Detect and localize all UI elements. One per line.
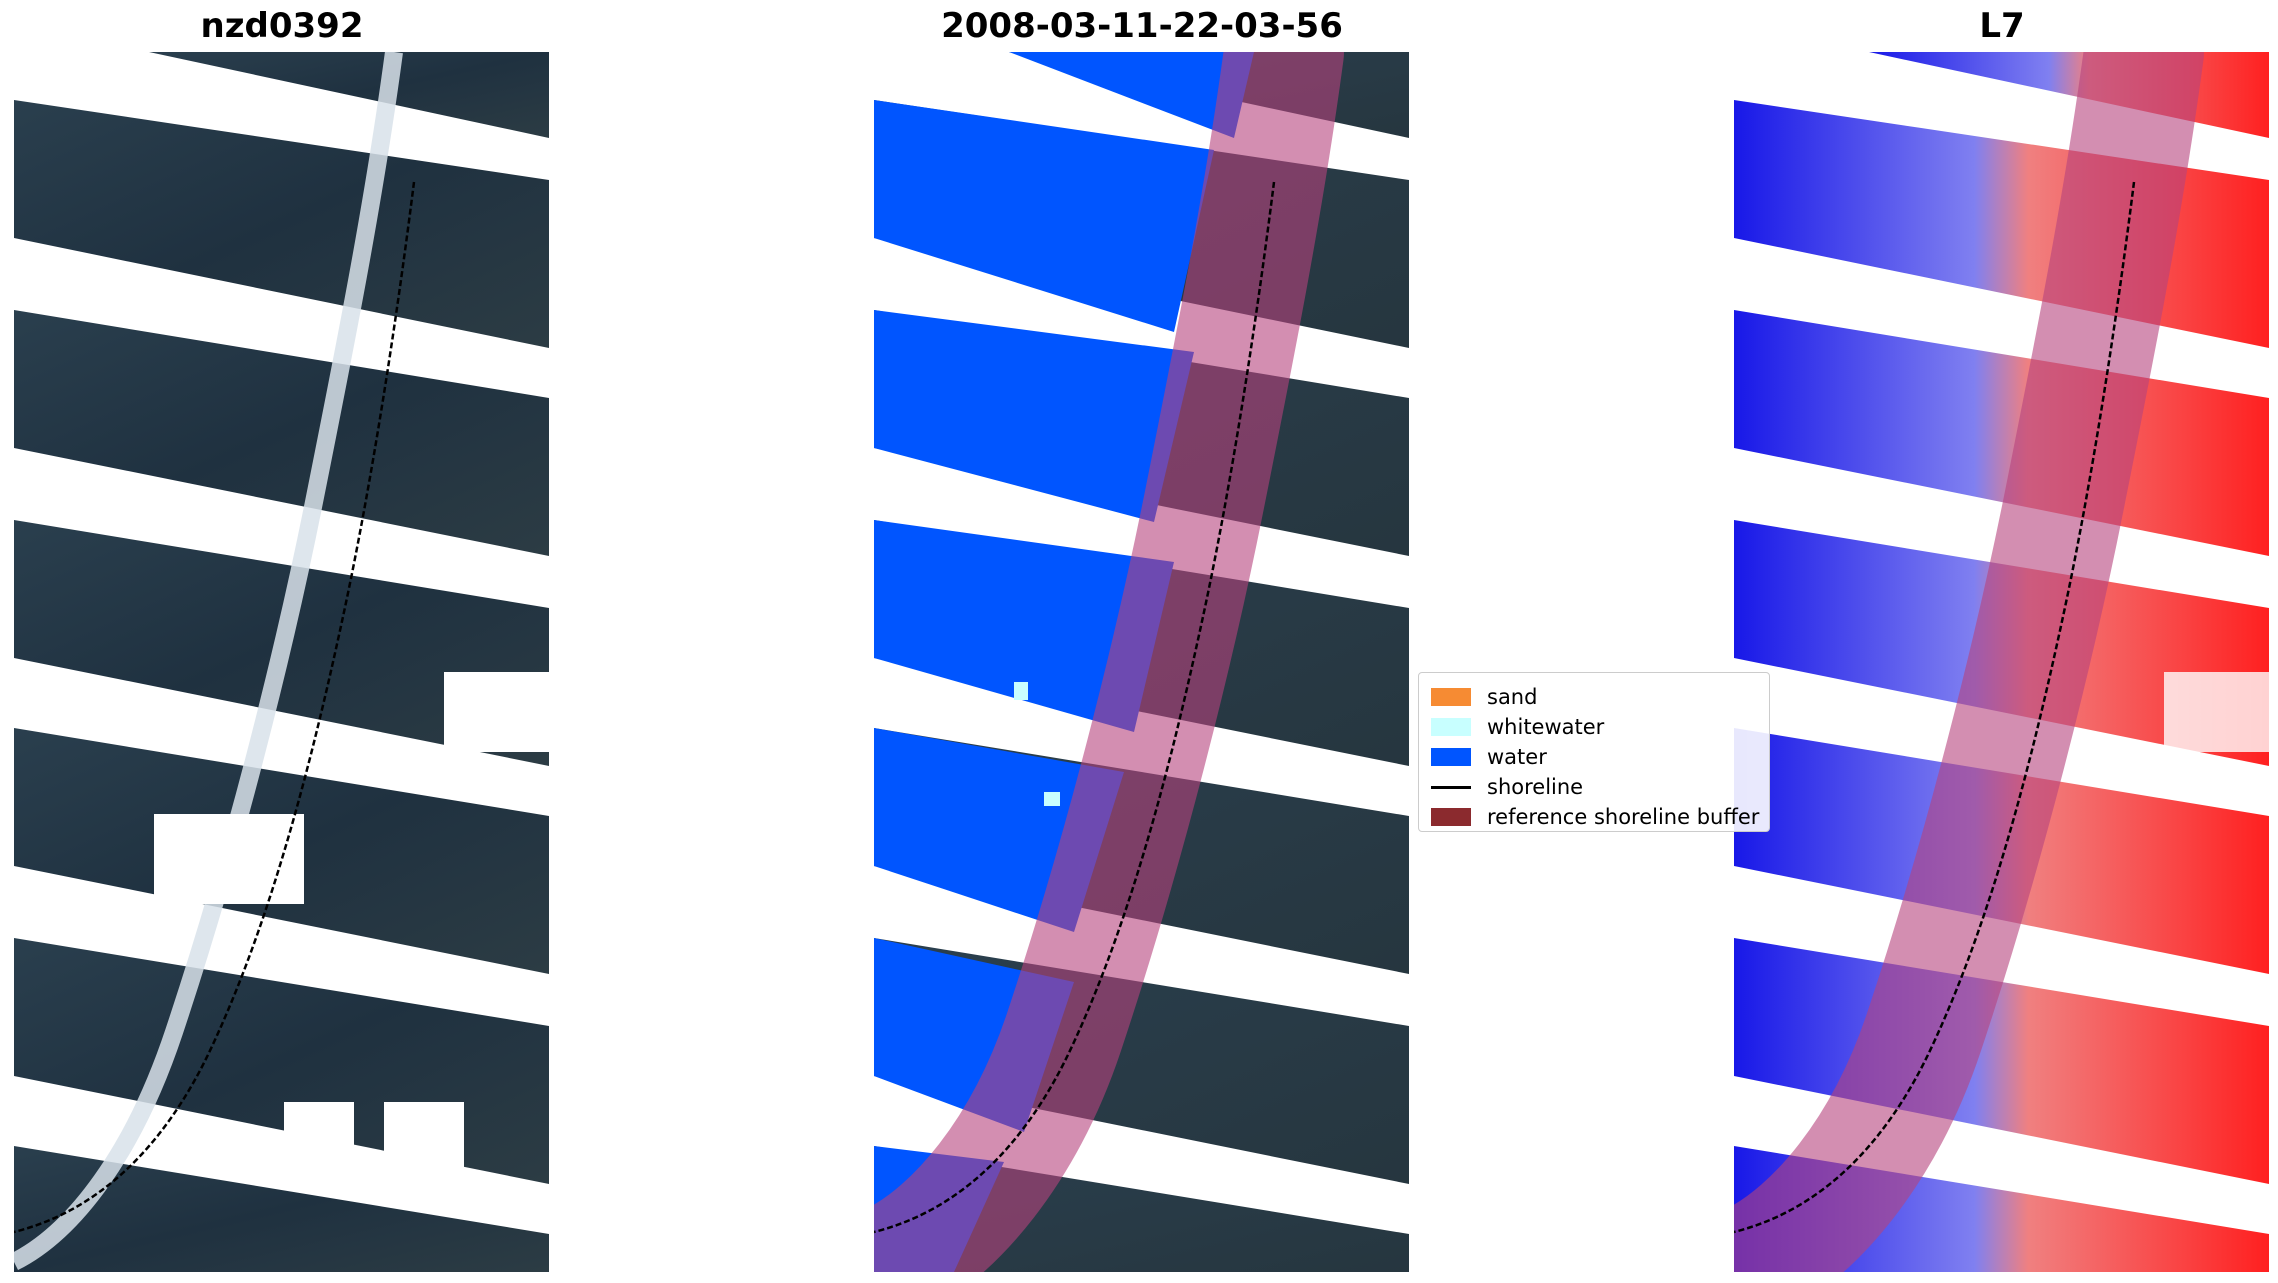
- shoreline: [874, 181, 1276, 1234]
- panel-title-left: nzd0392: [200, 6, 364, 46]
- legend-item-water: water: [1431, 743, 1547, 771]
- cloud-patches: [154, 672, 549, 1172]
- shoreline: [1734, 181, 2136, 1234]
- legend-label-water: water: [1487, 745, 1547, 769]
- legend-swatch-reference-buffer: [1431, 808, 1471, 826]
- legend-label-whitewater: whitewater: [1487, 715, 1605, 739]
- index-image: [1734, 52, 2269, 1272]
- whitewater-band: [14, 52, 403, 1271]
- legend-item-shoreline: shoreline: [1431, 773, 1583, 801]
- legend-label-sand: sand: [1487, 685, 1538, 709]
- panel-title-middle: 2008-03-11-22-03-56: [941, 6, 1343, 46]
- classification-panel: [874, 52, 1409, 1272]
- legend-item-whitewater: whitewater: [1431, 713, 1604, 741]
- legend: sand whitewater water shoreline referenc…: [1418, 672, 1770, 832]
- reference-shoreline-buffer: [1734, 52, 2204, 1272]
- cloud-patches: [2164, 672, 2269, 752]
- shoreline: [14, 181, 416, 1234]
- classification-image: [874, 52, 1409, 1272]
- legend-label-shoreline: shoreline: [1487, 775, 1584, 799]
- index-panel: [1734, 52, 2269, 1272]
- rgb-image-panel: [14, 52, 549, 1272]
- panel-title-right: L7: [1979, 6, 2025, 46]
- legend-label-reference-buffer: reference shoreline buffer: [1487, 805, 1760, 829]
- legend-swatch-sand: [1431, 688, 1471, 706]
- reference-shoreline-buffer: [874, 52, 1344, 1272]
- legend-swatch-water: [1431, 748, 1471, 766]
- legend-item-sand: sand: [1431, 683, 1537, 711]
- legend-swatch-whitewater: [1431, 718, 1471, 736]
- legend-line-shoreline: [1431, 785, 1471, 789]
- legend-item-reference-buffer: reference shoreline buffer: [1431, 803, 1759, 831]
- whitewater-class: [1014, 682, 1060, 806]
- rgb-image: [14, 52, 549, 1272]
